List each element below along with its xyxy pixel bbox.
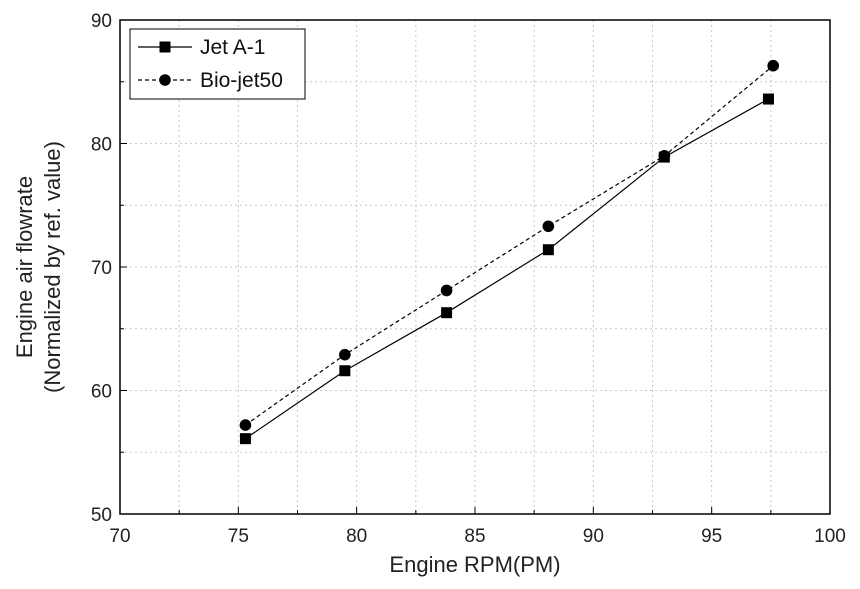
y-axis-title-line-2: (Normalized by ref. value) — [40, 141, 65, 393]
data-point-bio-jet50 — [767, 59, 779, 72]
x-tick-label: 80 — [346, 526, 367, 547]
data-point-bio-jet50 — [440, 284, 453, 297]
y-tick-label: 70 — [91, 258, 112, 279]
x-tick-label: 100 — [814, 526, 846, 547]
y-tick-label: 90 — [91, 11, 112, 32]
axis-ticks: 70 75 80 85 90 95 100 50 60 70 80 90 — [91, 11, 846, 547]
x-tick-label: 85 — [464, 526, 485, 547]
series-layer — [239, 59, 779, 445]
data-point-jet-a-1 — [239, 433, 251, 445]
data-point-bio-jet50 — [339, 348, 351, 361]
data-point-jet-a-1 — [441, 307, 453, 319]
x-tick-label: 95 — [701, 526, 722, 547]
data-point-bio-jet50 — [542, 220, 555, 233]
legend: Jet A-1 Bio-jet50 — [129, 28, 306, 100]
y-tick-label: 60 — [91, 382, 112, 403]
y-tick-label: 80 — [91, 135, 112, 156]
x-axis-title: Engine RPM(PM) — [389, 552, 560, 577]
x-tick-label: 75 — [228, 526, 249, 547]
y-tick-label: 50 — [91, 505, 112, 526]
x-tick-label: 70 — [109, 526, 130, 547]
x-tick-label: 90 — [583, 526, 604, 547]
data-point-jet-a-1 — [542, 244, 554, 256]
series-line-jet-a-1 — [245, 98, 769, 440]
legend-marker-square — [159, 41, 171, 53]
data-point-jet-a-1 — [762, 93, 774, 105]
legend-label-jet-a1: Jet A-1 — [200, 36, 265, 59]
y-axis-title-line-1: Engine air flowrate — [12, 176, 37, 358]
legend-label-bio-jet50: Bio-jet50 — [200, 69, 283, 92]
grid-lines — [120, 20, 830, 514]
legend-marker-circle — [159, 74, 171, 86]
series-line-bio-jet50 — [245, 65, 774, 426]
data-point-bio-jet50 — [658, 150, 671, 162]
legend-box — [129, 28, 306, 100]
data-point-jet-a-1 — [339, 365, 351, 377]
data-point-bio-jet50 — [239, 419, 252, 431]
